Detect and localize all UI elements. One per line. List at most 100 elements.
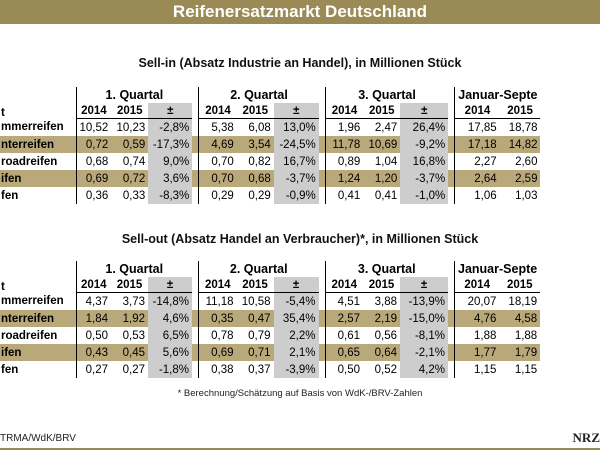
value-cell: 14,82: [499, 136, 541, 153]
table-row: ifen 0,69 0,72 3,6% 0,70 0,68 -3,7% 1,24 1,20 -3,…: [0, 170, 541, 187]
value-cell: 1,79: [499, 344, 541, 361]
row-label: mmerreifen: [1, 121, 64, 134]
change-cell: 4,6%: [148, 310, 192, 327]
year-header: 2014: [324, 103, 364, 119]
value-cell: 0,35: [198, 310, 237, 327]
value-cell: 1,92: [111, 310, 148, 327]
row-label: roadreifen: [1, 155, 58, 168]
value-cell: 0,27: [122, 363, 145, 376]
quarter-header: 3. Quartal: [324, 261, 448, 277]
value-cell: 0,33: [122, 189, 146, 202]
value-cell: 1,84: [75, 310, 111, 327]
value-cell: 18,78: [508, 121, 538, 134]
change-cell: -2,1%: [400, 344, 448, 361]
table-row: fen 0,36 0,33 -8,3% 0,29 0,29 -0,9% 0,41 0,41 -1,…: [0, 187, 540, 204]
value-cell: 0,89: [324, 153, 364, 170]
value-cell: 10,58: [241, 295, 271, 308]
year-header: 2015: [111, 277, 148, 293]
change-cell: 6,5%: [148, 327, 192, 344]
value-cell: 0,52: [374, 363, 397, 376]
value-cell: 0,59: [111, 136, 149, 153]
value-cell: 4,76: [454, 310, 500, 327]
change-cell: 35,4%: [273, 310, 319, 327]
value-cell: 1,96: [324, 118, 364, 136]
value-cell: 0,68: [75, 153, 112, 170]
value-cell: 1,77: [454, 344, 500, 361]
value-cell: 4,37: [75, 292, 111, 310]
year-header: 2015: [363, 277, 400, 293]
value-cell: 1,15: [514, 363, 538, 376]
table-row: mmerreifen 4,37 3,73 -14,8% 11,18 10,58 -5,4% 4…: [0, 292, 540, 310]
value-cell: 0,69: [75, 170, 112, 187]
value-cell: 10,23: [116, 121, 146, 134]
year-header: 2014: [454, 277, 500, 293]
change-cell: -13,9%: [400, 292, 448, 310]
year-header: 2015: [236, 277, 274, 293]
value-cell: 3,73: [122, 295, 145, 308]
sell-in-title: Sell-in (Absatz Industrie an Handel), in…: [138, 56, 462, 70]
quarter-header: 1. Quartal: [75, 87, 193, 103]
value-cell: 6,08: [248, 121, 271, 134]
value-cell: 0,47: [236, 310, 274, 327]
row-label: nterreifen: [0, 310, 76, 327]
value-cell: 1,88: [454, 327, 500, 344]
value-cell: 1,88: [514, 329, 538, 342]
quarter-header: 2. Quartal: [198, 87, 319, 103]
change-cell: 2,2%: [273, 327, 319, 344]
value-cell: 0,27: [75, 361, 111, 378]
value-cell: 1,03: [515, 189, 538, 202]
change-header: ±: [148, 103, 193, 119]
value-cell: 1,06: [454, 187, 500, 204]
year-header: 2014: [198, 103, 237, 119]
change-cell: -8,1%: [400, 327, 448, 344]
table-corner-label: t: [1, 106, 5, 119]
change-cell: 3,6%: [148, 170, 193, 187]
change-cell: -8,3%: [148, 187, 193, 204]
value-cell: 11,78: [324, 136, 364, 153]
year-header: 2015: [499, 103, 541, 119]
value-cell: 0,37: [248, 363, 271, 376]
value-cell: 0,79: [248, 329, 271, 342]
value-cell: 1,24: [324, 170, 364, 187]
row-label: ifen: [0, 344, 76, 361]
change-header: ±: [273, 277, 319, 293]
change-header: ±: [400, 277, 448, 293]
change-cell: 26,4%: [400, 118, 449, 136]
value-cell: 0,82: [248, 155, 271, 168]
quarter-header: Januar-Septe: [454, 261, 541, 277]
value-cell: 0,70: [198, 153, 237, 170]
table-row: nterreifen 1,84 1,92 4,6% 0,35 0,47 35,4% 2,57 2…: [0, 310, 541, 327]
value-cell: 0,50: [324, 361, 363, 378]
change-cell: -1,0%: [400, 187, 449, 204]
value-cell: 2,59: [499, 170, 541, 187]
value-cell: 0,78: [198, 327, 237, 344]
table-corner-label: t: [1, 280, 5, 293]
row-label: mmerreifen: [1, 295, 64, 308]
value-cell: 11,18: [198, 292, 237, 310]
value-cell: 2,64: [454, 170, 500, 187]
value-cell: 0,74: [122, 155, 146, 168]
value-cell: 0,72: [75, 136, 112, 153]
change-cell: -3,7%: [273, 170, 319, 187]
table-row: mmerreifen 10,52 10,23 -2,8% 5,38 6,08 13,0% 1,…: [0, 118, 540, 136]
change-cell: 13,0%: [273, 118, 319, 136]
change-header: ±: [273, 103, 319, 119]
value-cell: 0,38: [198, 361, 237, 378]
table-row: fen 0,27 0,27 -1,8% 0,38 0,37 -3,9% 0,50 0,52 4,2…: [0, 361, 540, 378]
change-cell: -9,2%: [400, 136, 449, 153]
quarter-header: 3. Quartal: [324, 87, 449, 103]
value-cell: 0,45: [111, 344, 148, 361]
quarter-header: 2. Quartal: [198, 261, 319, 277]
year-header: 2015: [499, 277, 541, 293]
value-cell: 17,18: [454, 136, 500, 153]
change-cell: -24,5%: [273, 136, 319, 153]
value-cell: 2,57: [324, 310, 363, 327]
change-cell: -2,8%: [148, 118, 193, 136]
value-cell: 0,70: [198, 170, 237, 187]
change-cell: -15,0%: [400, 310, 448, 327]
row-label: ifen: [0, 170, 76, 187]
value-cell: 20,07: [454, 292, 500, 310]
year-header: 2014: [198, 277, 237, 293]
value-cell: 10,69: [363, 136, 401, 153]
value-cell: 0,64: [363, 344, 400, 361]
